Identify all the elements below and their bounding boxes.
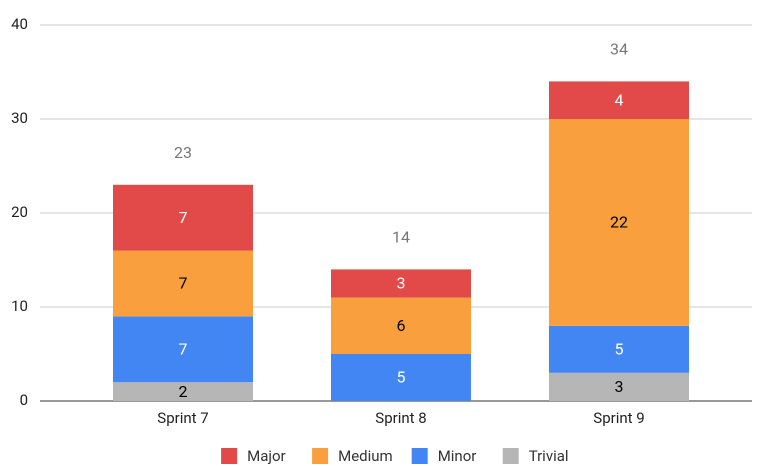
legend-label: Minor	[438, 447, 477, 465]
legend-swatch	[502, 448, 519, 464]
data-label: 2	[179, 382, 188, 401]
data-label: 7	[179, 208, 188, 227]
bar-segment	[549, 372, 689, 401]
bar-segment	[549, 119, 689, 326]
y-tick-label: 30	[11, 109, 28, 127]
data-label: 7	[179, 274, 188, 293]
total-label: 34	[610, 40, 628, 59]
x-tick-label: Sprint 9	[593, 409, 644, 427]
bar-segment	[549, 325, 689, 373]
data-label: 3	[397, 274, 406, 293]
x-tick-label: Sprint 8	[375, 409, 426, 427]
data-label: 5	[397, 368, 406, 387]
data-label: 7	[179, 340, 188, 359]
x-tick-label: Sprint 7	[157, 409, 208, 427]
y-tick-label: 10	[11, 297, 28, 315]
bar-segment	[113, 382, 253, 401]
bar-segment	[331, 297, 471, 354]
total-label: 23	[174, 143, 192, 162]
data-label: 3	[615, 377, 624, 396]
bar-segment	[331, 354, 471, 401]
legend-label: Medium	[338, 447, 393, 465]
y-tick-label: 40	[11, 15, 28, 33]
legend-swatch	[221, 448, 238, 464]
bar-segment	[113, 316, 253, 383]
bar-segment	[549, 81, 689, 119]
legend-swatch	[312, 448, 329, 464]
legend-label: Major	[247, 447, 285, 465]
y-tick-label: 0	[20, 391, 28, 409]
bar-segment	[113, 184, 253, 251]
data-label: 4	[615, 90, 624, 109]
bar-segment	[331, 269, 471, 298]
data-label: 22	[610, 213, 628, 232]
bar-segment	[113, 250, 253, 317]
legend-label: Trivial	[529, 447, 569, 465]
data-label: 5	[615, 340, 624, 359]
total-label: 14	[392, 228, 410, 247]
y-tick-label: 20	[11, 203, 28, 221]
legend-swatch	[411, 448, 428, 464]
data-label: 6	[397, 316, 406, 335]
